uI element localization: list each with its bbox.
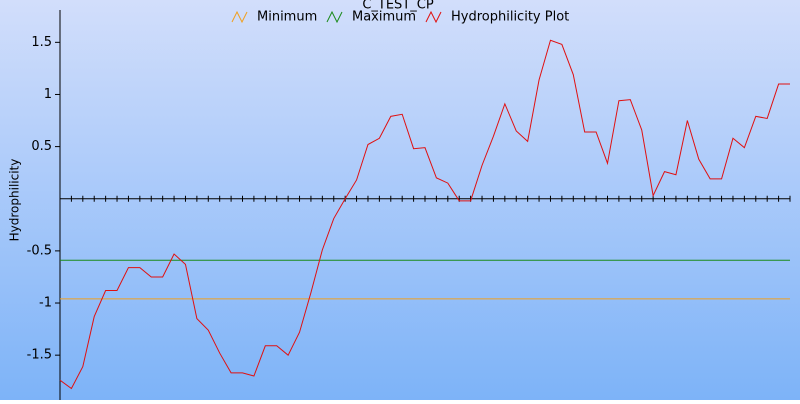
legend-label: Hydrophilicity Plot: [451, 10, 569, 25]
y-tick-label: 1: [44, 87, 52, 102]
y-tick-label: 0.5: [31, 139, 52, 154]
y-tick-label: 1.5: [31, 35, 52, 50]
y-tick-label: -1: [39, 296, 52, 311]
y-axis-label: Hydrophilicity: [8, 159, 22, 242]
legend-label: Minimum: [257, 10, 317, 25]
series-line: [59, 39, 790, 390]
y-tick-label: -0.5: [27, 243, 52, 258]
legend-icon: [326, 10, 343, 24]
y-tick-label: -1.5: [27, 348, 52, 363]
legend-label: Maximum: [352, 10, 416, 25]
legend-icon: [425, 10, 442, 24]
legend-icon: [231, 10, 248, 24]
chart-title: C_TEST_CP: [362, 0, 434, 13]
